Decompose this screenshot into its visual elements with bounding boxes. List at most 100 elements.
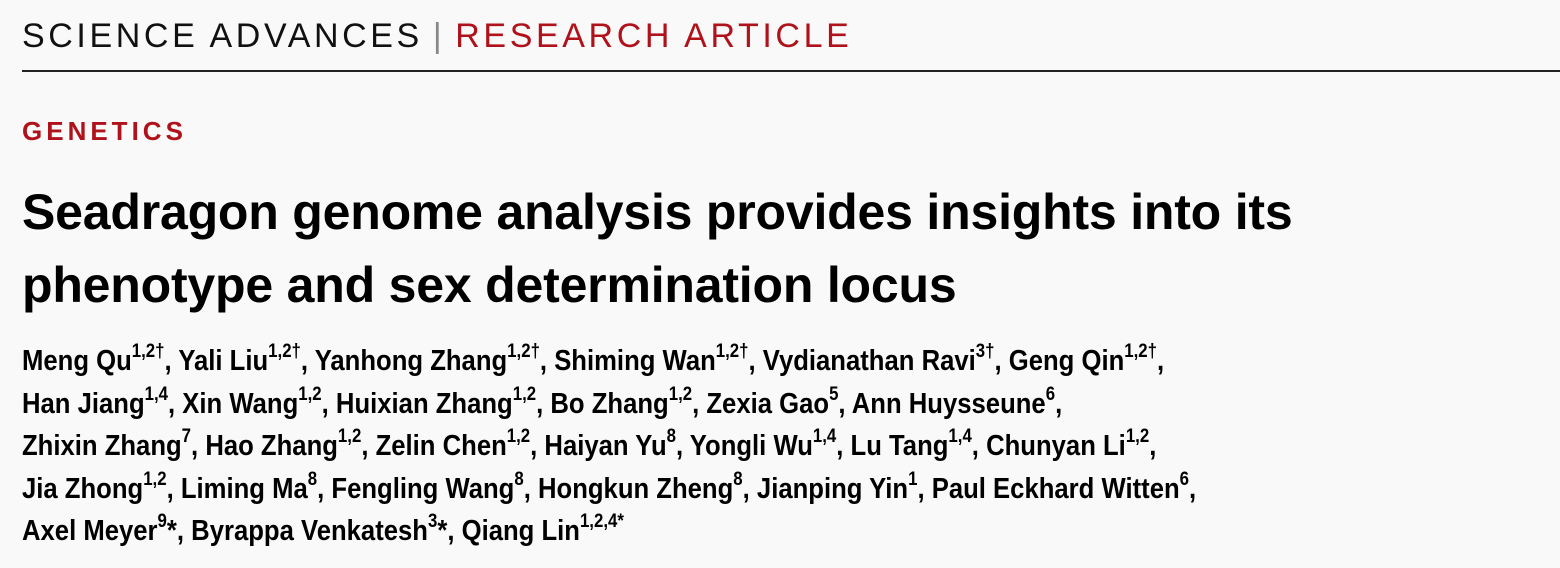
author-name: Liming Ma	[180, 472, 308, 505]
author-name: Qiang Lin	[461, 515, 580, 547]
author: Hongkun Zheng8,	[537, 468, 757, 505]
author-affiliation: 6	[1045, 383, 1056, 405]
author-name: Yali Liu	[178, 345, 269, 377]
author-name: Jia Zhong	[22, 472, 144, 505]
author: Lu Tang1,4,	[850, 426, 987, 462]
author: Han Jiang1,4,	[22, 383, 183, 420]
author-affiliation: 1	[908, 468, 918, 490]
author-name: Haiyan Yu	[544, 430, 667, 462]
author-affiliation: 1,2†	[715, 341, 749, 362]
author-line: Axel Meyer9*, Byrappa Venkatesh3*, Qiang…	[22, 510, 1196, 553]
author-name: Vydianathan Ravi	[762, 345, 976, 377]
author-affiliation: 8	[514, 468, 524, 490]
author: Bo Zhang1,2,	[550, 383, 707, 420]
journal-masthead: SCIENCE ADVANCES | RESEARCH ARTICLE	[22, 14, 852, 58]
author-affiliation: 1,2	[512, 383, 537, 405]
author-name: Meng Qu	[22, 345, 132, 377]
author: Chunyan Li1,2,	[986, 426, 1157, 462]
journal-name: SCIENCE ADVANCES	[22, 17, 423, 55]
author-name: Yongli Wu	[689, 430, 813, 462]
masthead-separator: |	[432, 17, 446, 55]
author-name: Lu Tang	[850, 430, 949, 462]
author-name: Yanhong Zhang	[314, 345, 508, 377]
author-affiliation: 8	[307, 468, 318, 490]
author-affiliation: 1,2	[298, 383, 322, 405]
author: Meng Qu1,2†,	[22, 341, 179, 377]
author: Shiming Wan1,2†,	[554, 341, 763, 377]
author-affiliation: 1,4	[812, 426, 837, 447]
author-affiliation: 1,2†	[268, 341, 301, 362]
author-name: Hao Zhang	[205, 430, 338, 462]
author: Zexia Gao5,	[706, 383, 852, 420]
author-name: Axel Meyer	[22, 515, 158, 547]
author-name: Paul Eckhard Witten	[931, 472, 1180, 505]
author-affiliation: 1,2†	[507, 341, 540, 362]
author-name: Huixian Zhang	[335, 387, 513, 420]
author-affiliation: 8	[733, 468, 743, 490]
author: Zelin Chen1,2,	[375, 426, 545, 462]
author-list: Meng Qu1,2†, Yali Liu1,2†, Yanhong Zhang…	[22, 340, 1349, 553]
author-affiliation: 3	[427, 511, 438, 532]
author: Qiang Lin1,2,4*	[461, 512, 624, 547]
author-name: Fengling Wang	[331, 472, 515, 505]
author: Yanhong Zhang1,2†,	[314, 341, 555, 377]
author-name: Hongkun Zheng	[537, 472, 734, 505]
title-line-1: Seadragon genome analysis provides insig…	[22, 184, 1293, 240]
article-type: RESEARCH ARTICLE	[455, 17, 853, 55]
author-name: Ann Huysseune	[851, 387, 1046, 420]
author: Axel Meyer9*,	[22, 511, 192, 547]
author-affiliation: 6	[1179, 468, 1190, 490]
title-line-2: phenotype and sex determination locus	[22, 257, 957, 313]
author-name: Han Jiang	[22, 387, 145, 420]
author-affiliation: 7	[181, 426, 192, 447]
author-line: Han Jiang1,4, Xin Wang1,2, Huixian Zhang…	[22, 383, 1196, 426]
author-line: Meng Qu1,2†, Yali Liu1,2†, Yanhong Zhang…	[22, 340, 1196, 383]
author-affiliation: 3†	[975, 341, 995, 362]
author-name: Geng Qin	[1008, 345, 1125, 377]
author-name: Zelin Chen	[375, 430, 507, 462]
article-title: Seadragon genome analysis provides insig…	[22, 176, 1293, 322]
author: Haiyan Yu8,	[544, 426, 690, 462]
author-line: Jia Zhong1,2, Liming Ma8, Fengling Wang8…	[22, 468, 1196, 511]
author-affiliation: 1,2	[668, 383, 693, 405]
corresponding-mark: *	[437, 515, 448, 547]
author: Vydianathan Ravi3†,	[762, 341, 1009, 377]
author-name: Zhixin Zhang	[22, 430, 182, 462]
author-name: Shiming Wan	[554, 345, 716, 377]
author: Ann Huysseune6,	[851, 383, 1063, 420]
author: Liming Ma8,	[180, 468, 332, 505]
author-affiliation: 1,2,4*	[579, 511, 624, 532]
author: Geng Qin1,2†,	[1008, 341, 1165, 377]
author: Fengling Wang8,	[331, 468, 538, 505]
author-affiliation: 9	[157, 511, 167, 532]
author-affiliation: 1,4	[948, 426, 972, 447]
author: Jianping Yin1,	[756, 468, 932, 505]
author: Huixian Zhang1,2,	[335, 383, 551, 420]
header-rule	[22, 70, 1560, 72]
author: Yali Liu1,2†,	[178, 341, 315, 377]
author: Byrappa Venkatesh3*,	[191, 511, 462, 547]
author-affiliation: 1,2	[337, 426, 362, 447]
author-name: Zexia Gao	[706, 387, 830, 420]
author-affiliation: 1,2	[506, 426, 531, 447]
author-affiliation: 1,2†	[1124, 341, 1157, 362]
section-label: GENETICS	[22, 116, 187, 146]
corresponding-mark: *	[166, 515, 177, 547]
author: Hao Zhang1,2,	[205, 426, 376, 462]
author-name: Chunyan Li	[986, 430, 1126, 462]
author: Paul Eckhard Witten6,	[931, 468, 1197, 505]
author-affiliation: 1,2†	[131, 341, 165, 362]
author-affiliation: 1,2	[143, 468, 167, 490]
author-name: Jianping Yin	[756, 472, 909, 505]
author-line: Zhixin Zhang7, Hao Zhang1,2, Zelin Chen1…	[22, 425, 1196, 468]
author-name: Byrappa Venkatesh	[191, 515, 428, 547]
author: Xin Wang1,2,	[182, 383, 336, 420]
author-name: Xin Wang	[182, 387, 299, 420]
author-affiliation: 5	[829, 383, 839, 405]
author-affiliation: 1,2	[1125, 426, 1150, 447]
author: Zhixin Zhang7,	[22, 426, 206, 462]
author: Yongli Wu1,4,	[689, 426, 851, 462]
author: Jia Zhong1,2,	[22, 468, 181, 505]
author-affiliation: 8	[666, 426, 677, 447]
author-name: Bo Zhang	[550, 387, 669, 420]
